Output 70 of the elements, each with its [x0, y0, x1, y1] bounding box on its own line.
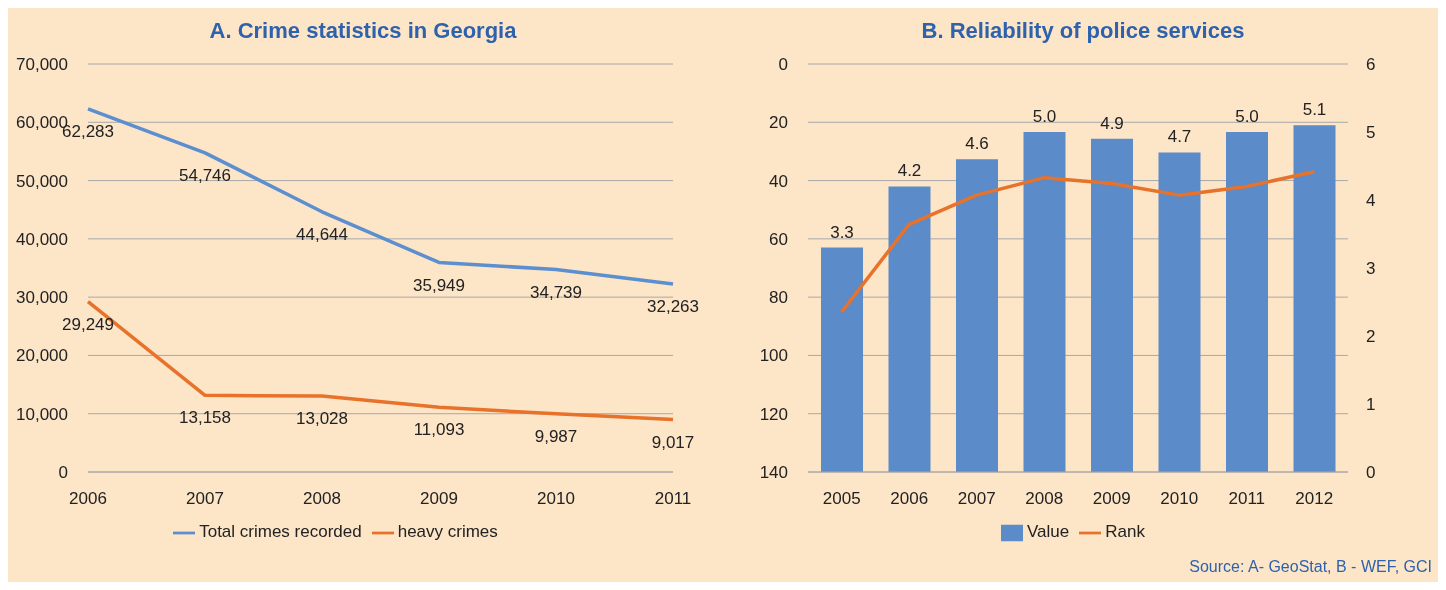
- data-label: 9,017: [651, 432, 695, 452]
- x-tick-label: 2010: [537, 489, 575, 509]
- chart-title: B. Reliability of police services: [920, 17, 1246, 45]
- y2-tick-label: 4: [1366, 191, 1376, 211]
- y-tick-label: 20,000: [16, 346, 68, 366]
- data-label: 11,093: [413, 420, 465, 440]
- data-label: 5.1: [1302, 100, 1327, 120]
- bar: [1023, 132, 1066, 472]
- y2-tick-label: 6: [1366, 55, 1376, 75]
- source-note: Source: A- GeoStat, B - WEF, GCI: [1189, 558, 1432, 576]
- bar: [956, 159, 998, 472]
- y2-tick-label: 5: [1366, 123, 1376, 143]
- x-tick-label: 2008: [1025, 489, 1064, 509]
- y-tick-label: 80: [769, 288, 788, 308]
- bar: [821, 247, 863, 472]
- y-tick-label: 0: [58, 463, 68, 483]
- y2-tick-label: 1: [1366, 395, 1376, 415]
- x-tick-label: 2009: [420, 489, 458, 509]
- y2-tick-label: 2: [1366, 327, 1376, 347]
- legend-label: Value: [1027, 522, 1070, 542]
- x-tick-label: 2009: [1092, 489, 1131, 509]
- x-tick-label: 2005: [822, 489, 861, 509]
- data-label: 32,263: [647, 297, 699, 317]
- bar: [1293, 125, 1336, 472]
- y-tick-label: 0: [778, 55, 788, 75]
- y-tick-label: 120: [759, 404, 788, 424]
- data-label: 4.7: [1167, 127, 1192, 147]
- x-tick-label: 2007: [186, 489, 224, 509]
- y-tick-label: 140: [759, 463, 788, 483]
- data-label: 4.2: [897, 161, 922, 181]
- x-tick-label: 2006: [69, 489, 107, 509]
- x-tick-label: 2012: [1295, 489, 1334, 509]
- y-tick-label: 60: [769, 229, 788, 249]
- x-tick-label: 2011: [654, 489, 692, 509]
- x-tick-label: 2007: [957, 489, 996, 509]
- x-tick-label: 2011: [1228, 489, 1266, 509]
- data-label: 13,158: [179, 408, 231, 428]
- data-label: 4.9: [1100, 113, 1124, 133]
- data-label: 5.0: [1235, 107, 1259, 126]
- y-tick-label: 70,000: [16, 55, 68, 75]
- data-label: 4.6: [965, 134, 989, 154]
- bar: [1091, 138, 1133, 472]
- data-label: 9,987: [534, 426, 578, 446]
- y-tick-label: 40,000: [16, 229, 68, 249]
- y-tick-label: 30,000: [16, 288, 68, 308]
- x-tick-label: 2006: [890, 489, 929, 509]
- data-label: 34,739: [530, 282, 582, 302]
- bar: [888, 186, 931, 472]
- y-tick-label: 20: [769, 113, 788, 133]
- data-label: 3.3: [830, 222, 854, 242]
- y-tick-label: 50,000: [16, 171, 68, 191]
- bar: [1158, 152, 1201, 472]
- bar: [1226, 132, 1268, 472]
- legend-label: Rank: [1105, 522, 1145, 542]
- x-tick-label: 2008: [303, 489, 341, 509]
- legend-label: Total crimes recorded: [199, 522, 362, 542]
- y-tick-label: 40: [769, 171, 788, 191]
- x-tick-label: 2010: [1160, 489, 1199, 509]
- data-label: 5.0: [1032, 107, 1057, 126]
- data-label: 29,249: [62, 314, 114, 334]
- y2-tick-label: 3: [1366, 259, 1376, 279]
- data-label: 44,644: [296, 224, 348, 244]
- legend-label: heavy crimes: [397, 522, 498, 542]
- y-tick-label: 100: [759, 346, 788, 366]
- data-label: 35,949: [413, 275, 465, 295]
- y-tick-label: 10,000: [16, 404, 68, 424]
- y2-tick-label: 0: [1366, 463, 1376, 483]
- data-label: 13,028: [296, 409, 348, 429]
- chart-title: A. Crime statistics in Georgia: [208, 17, 518, 45]
- data-label: 54,746: [179, 165, 231, 185]
